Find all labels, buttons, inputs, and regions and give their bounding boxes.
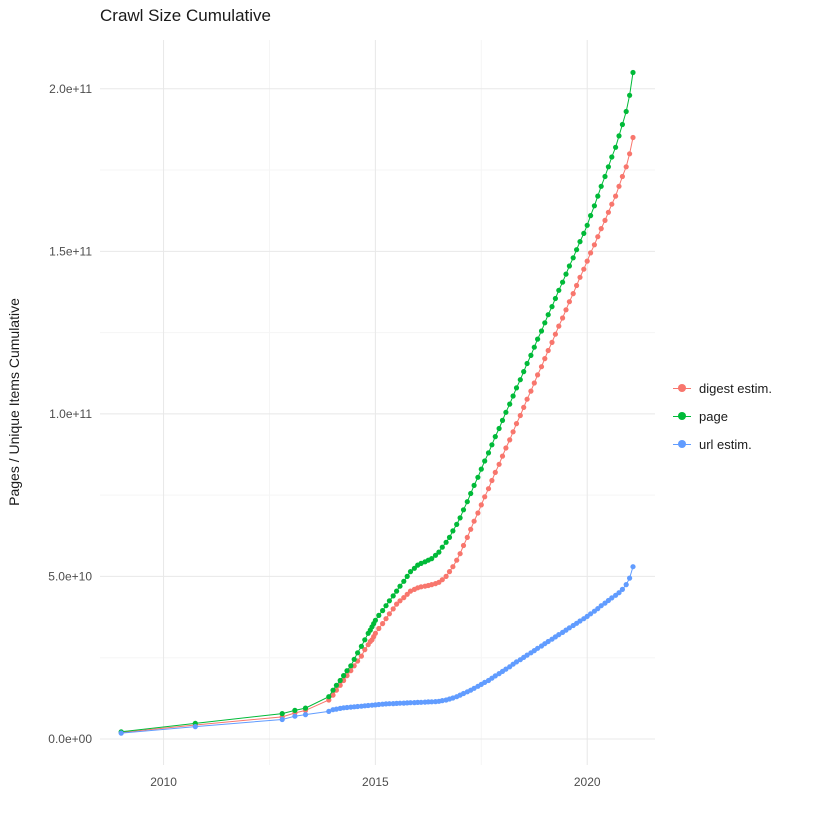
series-page-points [118,69,636,735]
svg-text:2015: 2015 [362,775,389,789]
svg-text:2020: 2020 [574,775,601,789]
legend-dot-icon [678,384,686,392]
legend: digest estim. page url estim. [672,374,772,458]
series-url-estim-points [118,564,636,736]
legend-label: page [699,408,728,424]
svg-text:1.0e+11: 1.0e+11 [49,407,92,421]
y-axis-tick-labels: 0.0e+00 5.0e+10 1.0e+11 1.5e+11 2.0e+11 [48,82,92,746]
legend-label: url estim. [699,436,752,452]
legend-label: digest estim. [699,380,772,396]
series-page-line [121,72,634,733]
legend-key-page [672,409,692,423]
series-digest-estim-line [121,137,634,733]
legend-item-page: page [672,402,772,430]
major-gridlines [100,40,655,765]
svg-text:5.0e+10: 5.0e+10 [48,569,92,583]
y-axis-label: Pages / Unique Items Cumulative [6,298,22,506]
svg-text:2010: 2010 [150,775,177,789]
x-axis-tick-labels: 2010 2015 2020 [150,775,601,789]
series-url-estim-line [121,566,634,734]
legend-key-digest-estim [672,381,692,395]
legend-dot-icon [678,440,686,448]
legend-item-url-estim: url estim. [672,430,772,458]
legend-item-digest-estim: digest estim. [672,374,772,402]
svg-text:2.0e+11: 2.0e+11 [49,82,92,96]
legend-dot-icon [678,412,686,420]
series-page [118,69,636,735]
chart-title: Crawl Size Cumulative [100,6,271,25]
series-digest-estim-points [118,134,636,736]
svg-text:0.0e+00: 0.0e+00 [48,732,92,746]
series-digest-estim [118,134,636,736]
legend-key-url-estim [672,437,692,451]
svg-text:1.5e+11: 1.5e+11 [49,244,92,258]
series-url-estim [118,564,636,736]
minor-gridlines [100,40,655,765]
